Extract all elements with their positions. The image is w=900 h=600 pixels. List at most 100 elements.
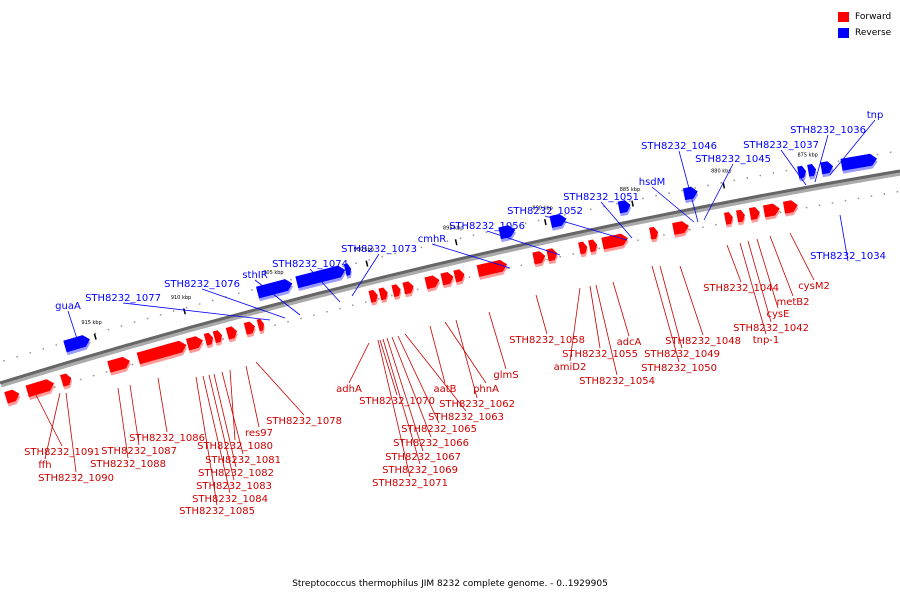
gene-body — [185, 336, 203, 351]
tick-label: 905 kbp — [263, 270, 283, 276]
forward-gene-arrow — [649, 226, 659, 243]
guide-dot — [655, 194, 657, 197]
forward-gene-arrow — [735, 209, 746, 226]
leader-line — [379, 339, 398, 396]
forward-gene-arrow — [212, 330, 223, 346]
gene-label-tnp-1: tnp-1 — [753, 335, 780, 346]
gene-label-sth8232-1052: STH8232_1052 — [507, 206, 583, 217]
gene-label-amid2: amiD2 — [554, 362, 587, 373]
guide-dot — [364, 301, 367, 303]
forward-gene-arrow — [476, 259, 508, 280]
gene-body — [601, 233, 629, 250]
genome-caption: Streptococcus thermophilus JIM 8232 comp… — [292, 579, 608, 589]
leader-line — [129, 384, 140, 446]
leader-line — [201, 288, 286, 319]
leader-line — [589, 285, 601, 349]
guide-dot — [701, 226, 704, 229]
gene-body — [476, 259, 508, 277]
forward-gene-arrow — [60, 373, 73, 390]
gene-body — [243, 321, 255, 335]
guide-dot — [637, 239, 639, 242]
leader-line — [386, 337, 424, 452]
guide-dot — [290, 278, 292, 281]
leader-line — [659, 265, 683, 349]
tick-label: 910 kbp — [171, 295, 191, 301]
guide-dot — [572, 253, 575, 255]
gene-body — [498, 225, 516, 240]
gene-label-sthir: sthIR — [242, 270, 267, 281]
gene-label-sth8232-1078: STH8232_1078 — [266, 416, 342, 427]
guide-dot — [29, 351, 32, 354]
leader-line — [488, 311, 507, 370]
gene-body — [617, 200, 631, 214]
leader-line — [769, 235, 794, 297]
gene-label-sth8232-1081: STH8232_1081 — [205, 455, 281, 466]
leader-line — [254, 279, 301, 316]
forward-gene-arrow — [203, 332, 214, 349]
leader-line — [348, 342, 370, 384]
gene-label-sth8232-1073: STH8232_1073 — [341, 244, 417, 255]
reverse-gene-arrow — [295, 265, 347, 292]
gene-label-sth8232-1077: STH8232_1077 — [85, 293, 161, 304]
forward-gene-arrow — [378, 287, 389, 304]
gene-label-adha: adhA — [336, 384, 362, 395]
gene-label-sth8232-1070: STH8232_1070 — [359, 396, 435, 407]
guide-dot — [105, 370, 108, 373]
gene-label-sth8232-1076: STH8232_1076 — [164, 279, 240, 290]
guide-dot — [818, 204, 821, 207]
gene-label-cmhr: cmhR — [418, 234, 447, 245]
gene-label-glms: glmS — [493, 370, 518, 381]
gene-label-tnp: tnp — [867, 110, 884, 121]
reverse-gene-arrow — [797, 165, 807, 182]
forward-gene-arrow — [243, 321, 256, 338]
guide-dot — [326, 310, 328, 313]
leader-line — [157, 377, 168, 433]
gene-label-sth8232-1067: STH8232_1067 — [385, 452, 461, 463]
leader-line — [44, 392, 61, 460]
gene-label-sth8232-1034: STH8232_1034 — [810, 251, 886, 262]
tick-mark — [454, 239, 458, 246]
tick-mark — [722, 182, 726, 189]
forward-gene-arrow — [782, 200, 799, 217]
guide-dot — [107, 328, 110, 331]
forward-gene-arrow — [546, 248, 558, 265]
guide-dot — [688, 228, 691, 231]
gene-body — [391, 284, 401, 298]
leader-line — [651, 265, 680, 363]
guide-dot — [485, 231, 488, 234]
legend: Forward Reverse — [838, 9, 891, 41]
leader-line — [221, 371, 244, 455]
guide-dot — [759, 174, 762, 177]
forward-gene-arrow — [748, 207, 761, 223]
leader-line — [65, 392, 77, 473]
leader-line — [739, 242, 767, 335]
reverse-gene-arrow — [63, 335, 91, 356]
gene-body — [402, 281, 414, 295]
guide-dot — [681, 189, 684, 192]
gene-label-phna: phnA — [473, 384, 499, 395]
reverse-gene-arrow — [617, 200, 632, 217]
reverse-gene-arrow — [807, 163, 817, 180]
gene-label-res97: res97 — [245, 428, 273, 439]
gene-label-sth8232-1069: STH8232_1069 — [382, 465, 458, 476]
guide-dot — [351, 304, 354, 307]
gene-body — [225, 326, 237, 340]
gene-label-ffh: ffh — [38, 460, 51, 471]
guide-dot — [616, 202, 618, 205]
gene-label-sth8232-1084: STH8232_1084 — [192, 494, 268, 505]
guide-dot — [576, 211, 579, 213]
guide-dot — [211, 299, 214, 302]
forward-gene-arrow — [762, 203, 781, 221]
guide-dot — [368, 259, 371, 261]
guide-dot — [300, 317, 302, 320]
tick-mark — [543, 219, 547, 226]
guide-dot — [287, 320, 289, 323]
leader-line — [397, 335, 440, 424]
gene-body — [682, 186, 698, 201]
guide-dot — [342, 265, 345, 268]
guide-dot — [779, 211, 782, 214]
guide-dot — [785, 169, 788, 172]
gene-body — [748, 207, 760, 220]
gene-label-sth8232-1046: STH8232_1046 — [641, 141, 717, 152]
